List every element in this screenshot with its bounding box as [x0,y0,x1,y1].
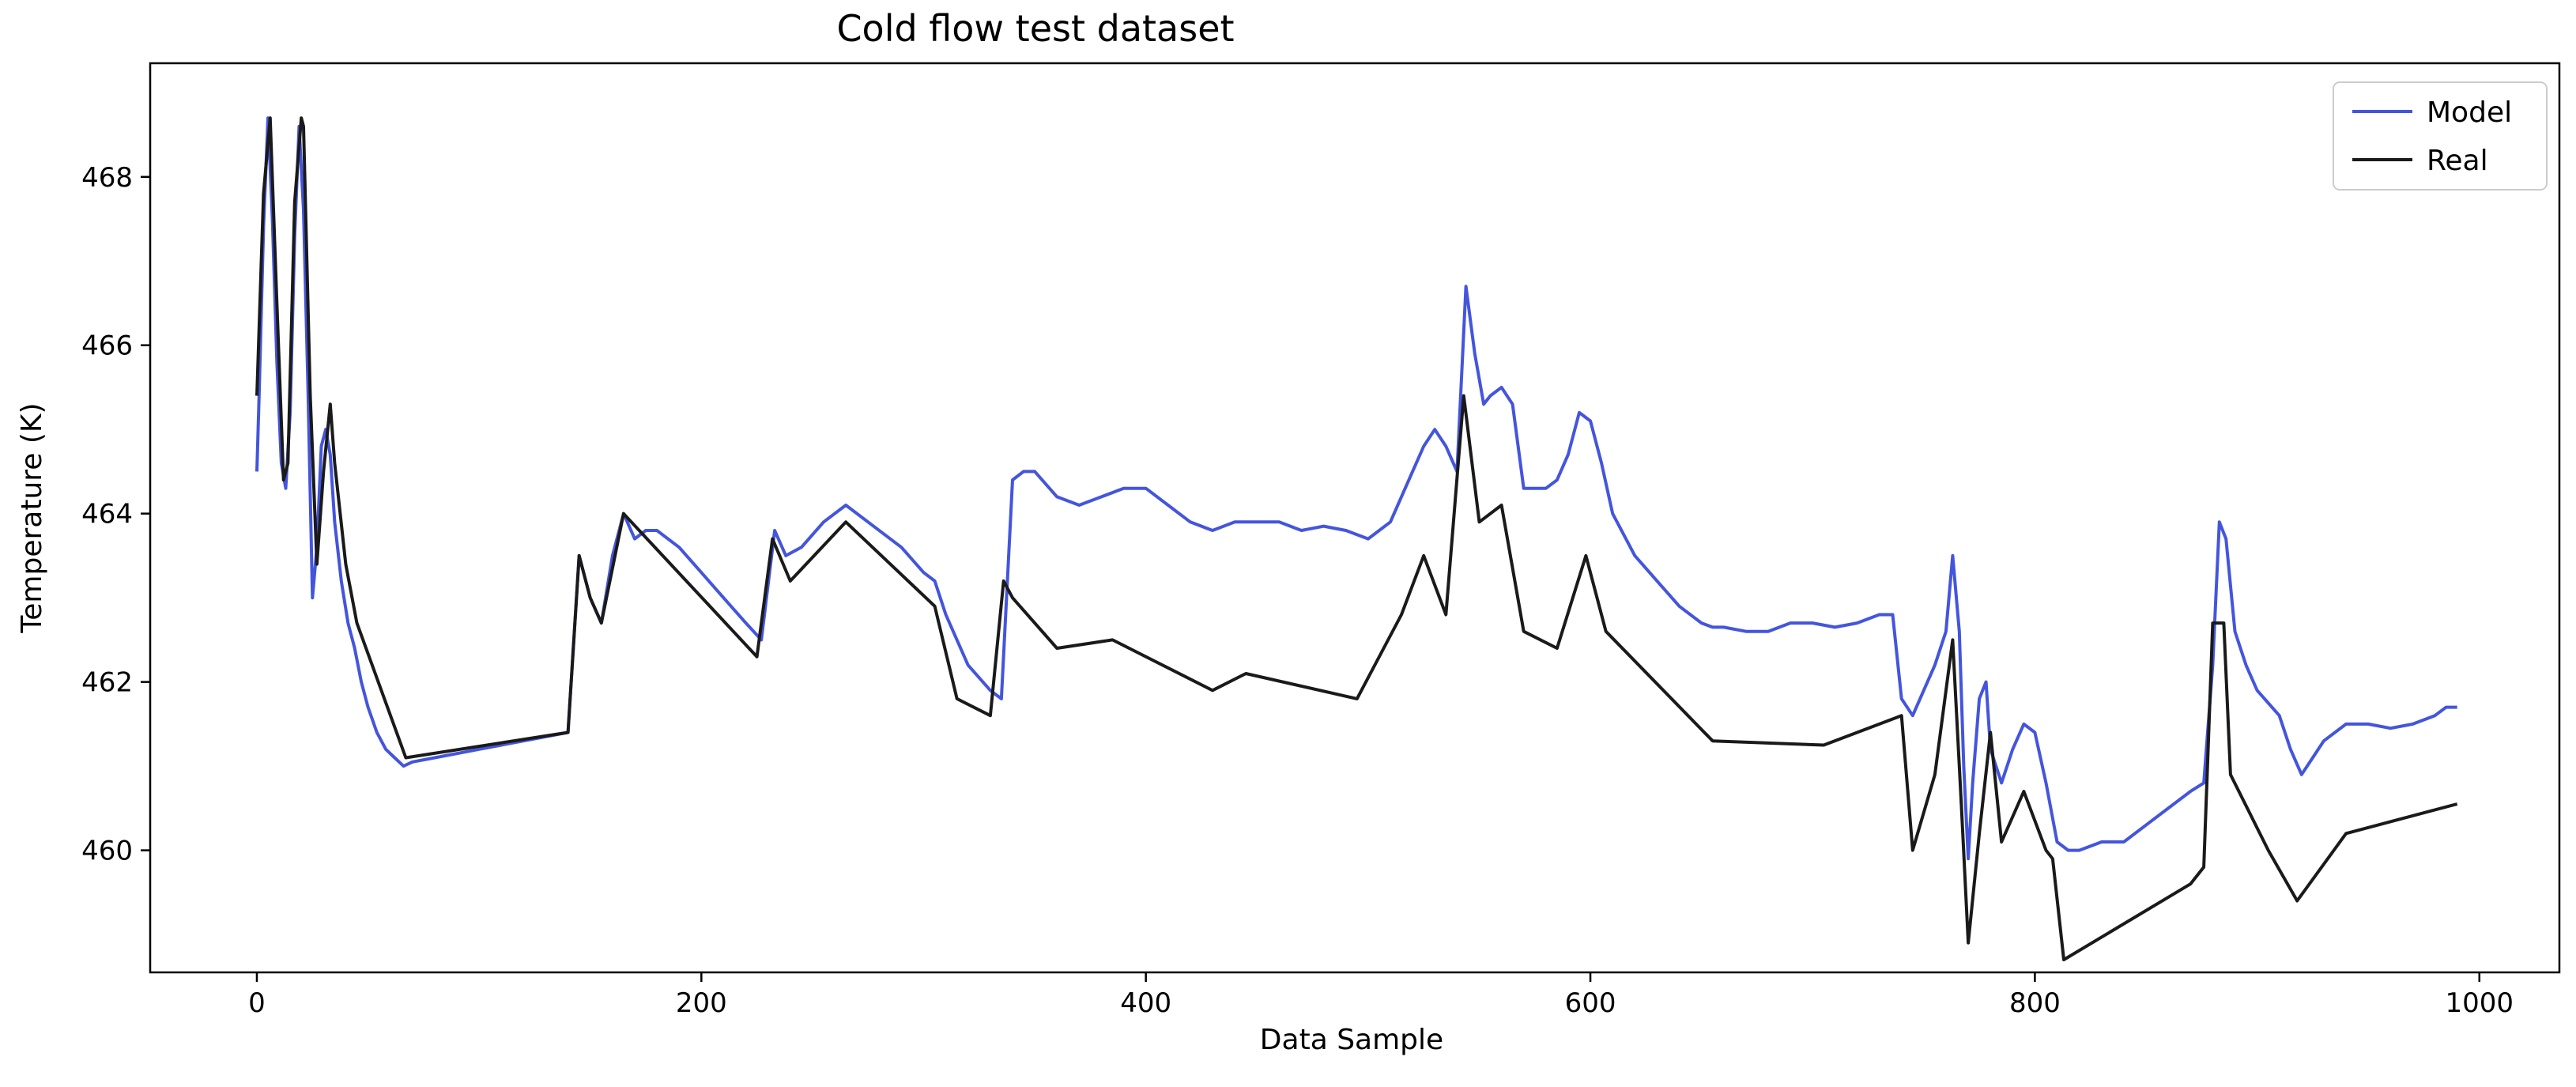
y-tick-label: 466 [81,330,133,362]
series-layer [255,116,2458,961]
axis-layer: 0 200 400 600 800 1000 460 462 464 466 468 [81,162,2514,1019]
y-axis-label: Temperature (K) [16,402,48,633]
x-tick-label: 1000 [2446,987,2514,1019]
y-tick-label: 460 [81,836,133,867]
series-line-real [255,116,2458,961]
x-tick-label: 800 [2009,987,2061,1019]
plot-frame [149,62,2561,974]
y-tick-label: 462 [81,667,133,699]
chart-title: Cold flow test dataset [836,7,1234,50]
x-tick-label: 400 [1120,987,1171,1019]
series-line-model [255,116,2457,861]
x-tick-label: 0 [248,987,266,1019]
x-tick-label: 200 [676,987,727,1019]
y-tick-label: 468 [81,162,133,194]
legend-label-model: Model [2427,96,2512,129]
y-tick-label: 464 [81,499,133,530]
legend-box [2333,81,2548,191]
x-tick-label: 600 [1565,987,1616,1019]
x-axis-label: Data Sample [1260,1024,1443,1056]
legend-label-real: Real [2427,145,2488,177]
legend: Model Real [2333,81,2548,191]
